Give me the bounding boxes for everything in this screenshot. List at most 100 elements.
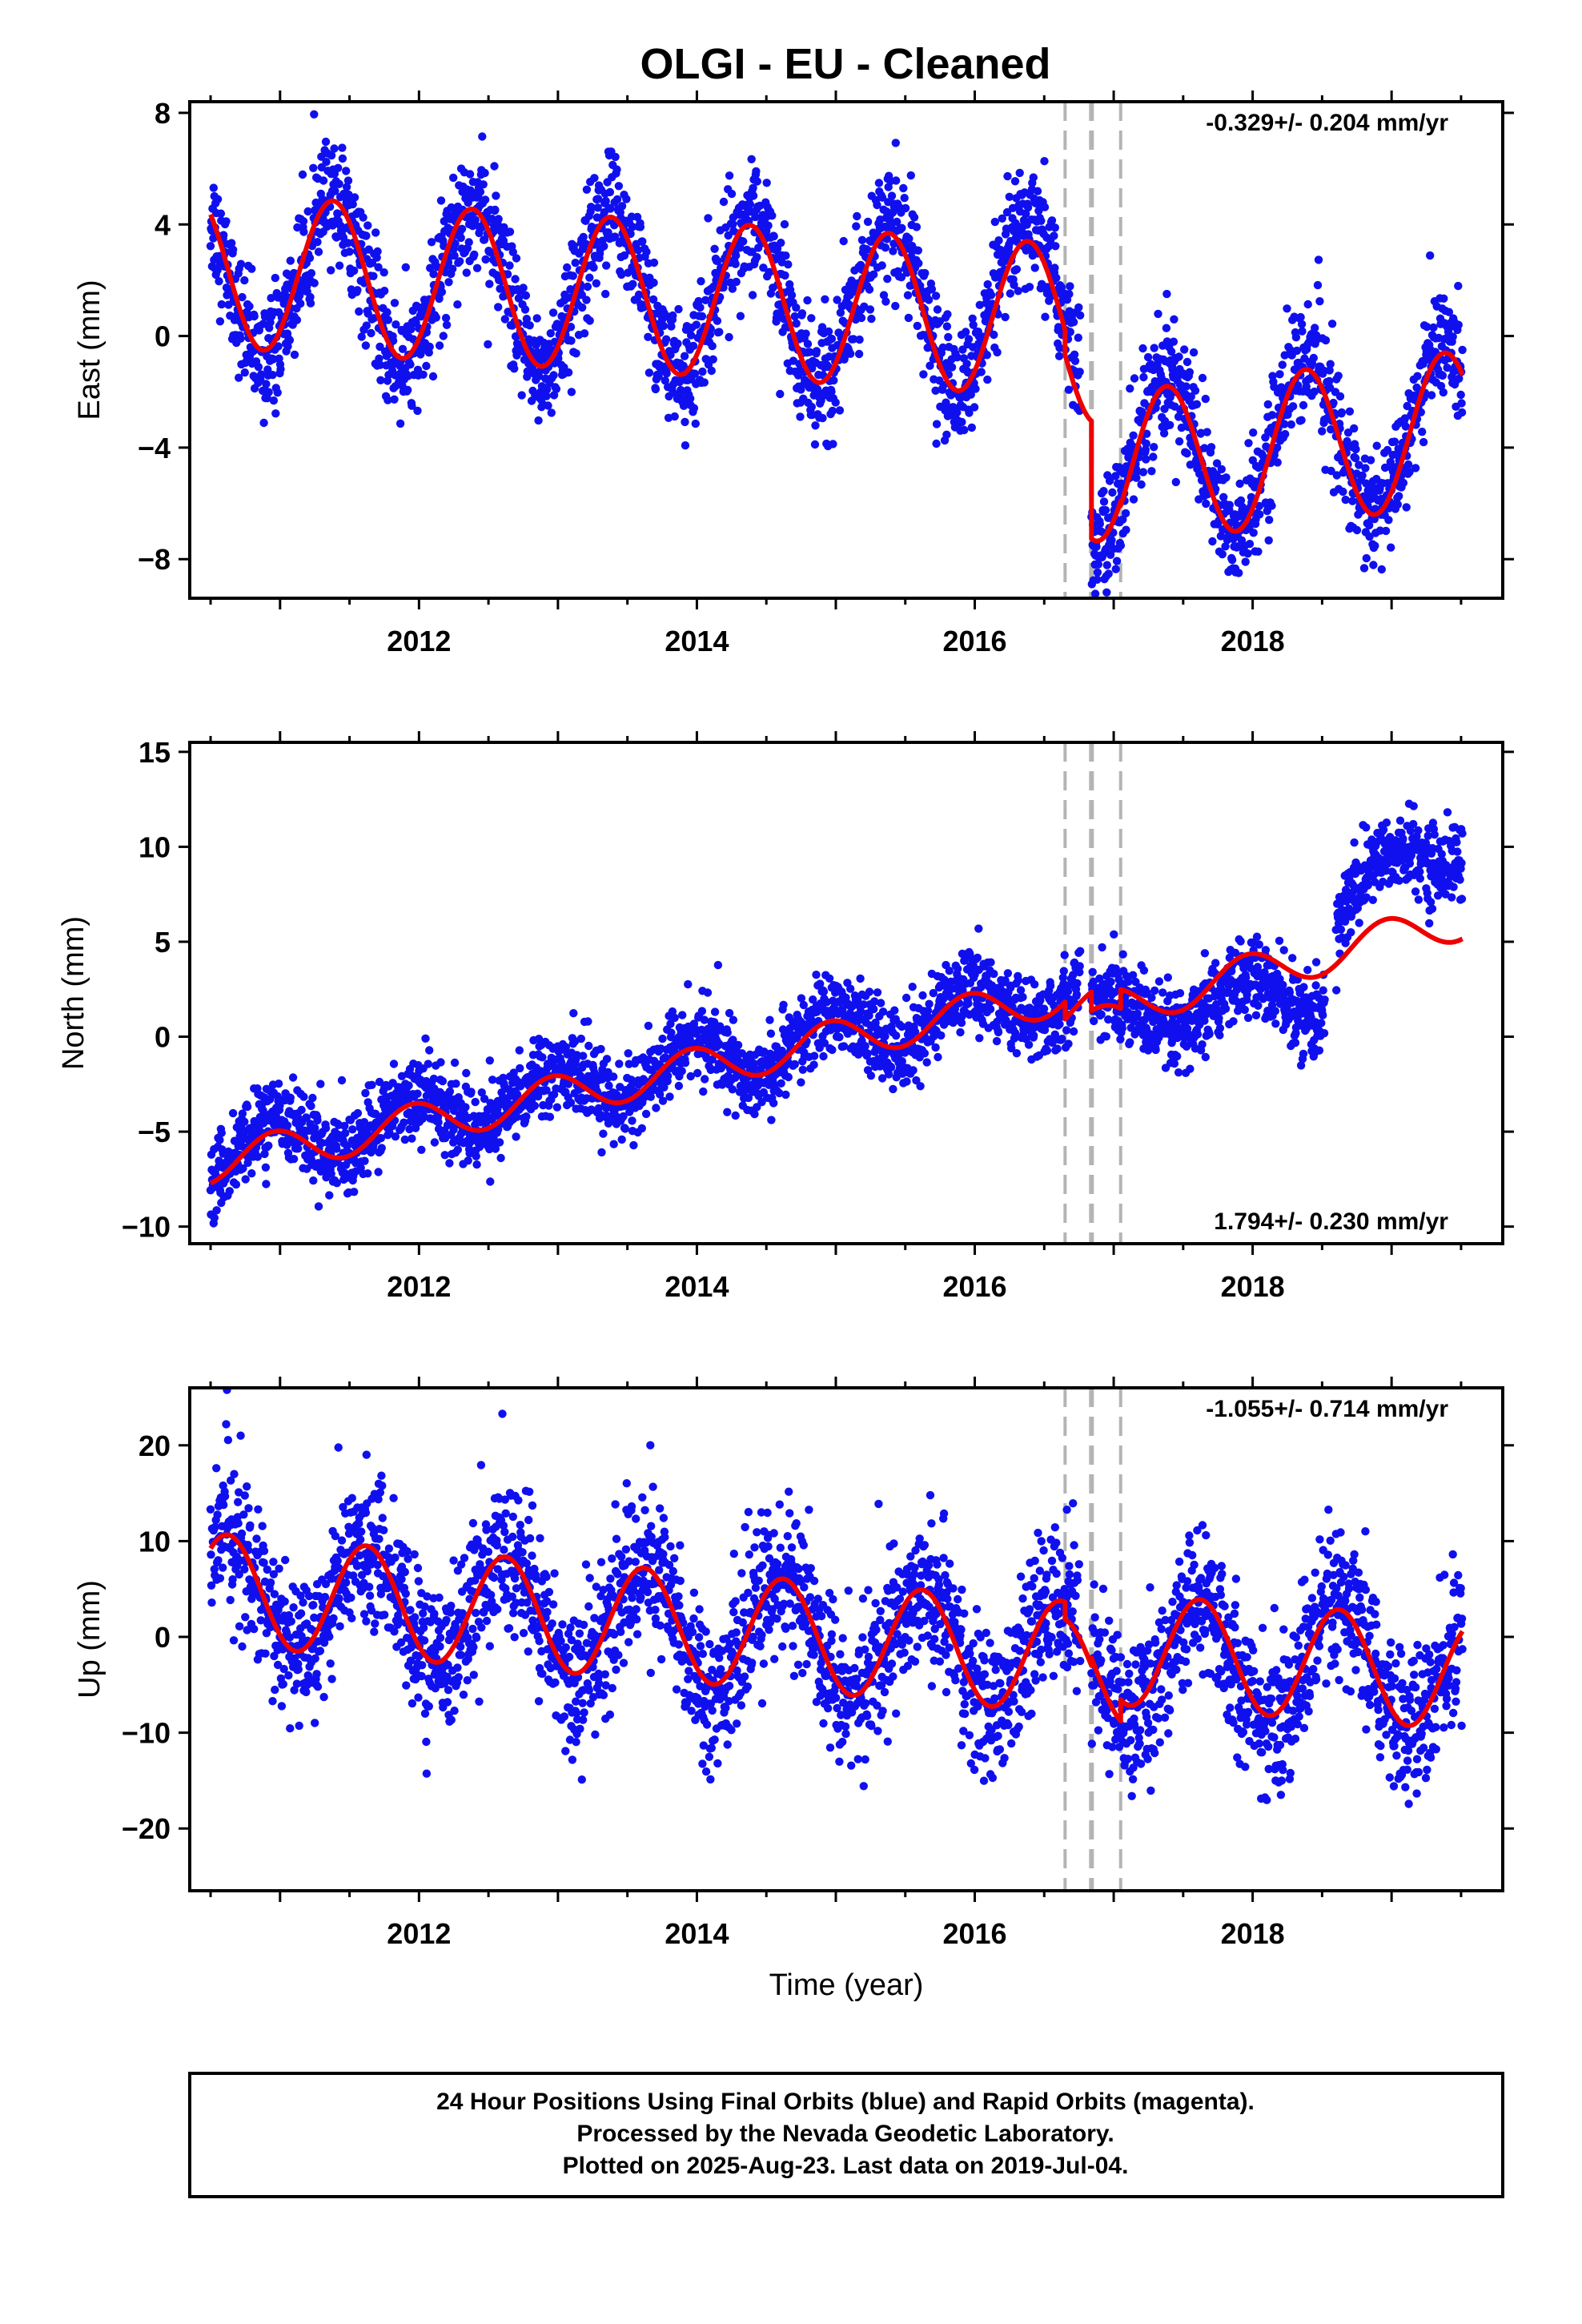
data-point bbox=[534, 416, 543, 425]
data-point bbox=[835, 406, 845, 415]
data-point bbox=[481, 255, 490, 264]
data-point bbox=[732, 277, 741, 287]
data-point bbox=[313, 238, 322, 247]
data-point bbox=[818, 413, 827, 423]
data-point bbox=[931, 386, 940, 395]
data-point bbox=[906, 171, 916, 180]
data-point bbox=[1369, 561, 1378, 569]
data-point bbox=[471, 1097, 480, 1107]
data-point bbox=[873, 200, 881, 210]
data-point bbox=[1050, 223, 1060, 232]
data-point bbox=[857, 235, 867, 244]
data-point bbox=[505, 227, 515, 236]
data-point bbox=[852, 222, 861, 231]
data-point bbox=[723, 1028, 732, 1037]
data-point bbox=[334, 163, 343, 172]
data-point bbox=[701, 296, 710, 304]
data-point bbox=[1393, 500, 1403, 509]
data-point bbox=[1384, 516, 1393, 525]
data-point bbox=[1457, 399, 1466, 408]
data-point bbox=[658, 1034, 667, 1043]
data-point bbox=[359, 1118, 369, 1127]
data-point bbox=[512, 1132, 520, 1141]
data-point bbox=[1233, 542, 1242, 551]
data-point bbox=[514, 294, 524, 303]
data-point bbox=[250, 312, 259, 321]
data-point bbox=[568, 271, 577, 280]
data-point bbox=[1315, 297, 1324, 306]
data-point bbox=[485, 1056, 494, 1065]
data-point bbox=[1241, 557, 1250, 566]
data-point bbox=[376, 376, 385, 384]
data-point bbox=[1361, 464, 1370, 472]
data-point bbox=[1030, 263, 1039, 272]
data-point bbox=[225, 1187, 234, 1196]
data-point bbox=[456, 233, 465, 243]
data-point bbox=[781, 271, 789, 280]
data-point bbox=[751, 212, 760, 222]
data-point bbox=[1169, 337, 1178, 346]
data-point bbox=[355, 307, 363, 316]
data-point bbox=[1273, 458, 1282, 467]
data-point bbox=[240, 275, 249, 285]
data-point bbox=[1426, 251, 1435, 260]
data-point bbox=[648, 295, 658, 304]
data-point bbox=[321, 137, 331, 147]
data-point bbox=[1010, 177, 1020, 186]
data-point bbox=[425, 1046, 434, 1055]
data-point bbox=[259, 418, 268, 428]
data-point bbox=[670, 1013, 679, 1023]
data-point bbox=[790, 312, 799, 321]
data-point bbox=[913, 246, 923, 255]
data-point bbox=[367, 1080, 376, 1090]
data-point bbox=[1132, 473, 1141, 482]
data-point bbox=[1185, 368, 1195, 376]
data-point bbox=[547, 408, 556, 417]
data-point bbox=[733, 1040, 743, 1050]
data-point bbox=[974, 924, 983, 933]
data-point bbox=[809, 1060, 818, 1069]
data-point bbox=[681, 1059, 690, 1068]
data-point bbox=[725, 171, 734, 180]
data-point bbox=[983, 375, 992, 384]
data-point bbox=[1198, 373, 1207, 383]
data-point bbox=[456, 257, 464, 266]
data-point bbox=[552, 384, 561, 393]
data-point bbox=[406, 360, 415, 369]
data-point bbox=[1454, 320, 1464, 329]
data-point bbox=[1189, 348, 1199, 357]
data-point bbox=[674, 1081, 684, 1091]
data-point bbox=[1255, 501, 1264, 511]
data-point bbox=[958, 345, 967, 354]
data-point bbox=[713, 256, 722, 266]
data-point bbox=[1235, 569, 1243, 577]
data-point bbox=[247, 1169, 256, 1178]
data-point bbox=[615, 1059, 624, 1068]
data-point bbox=[338, 143, 347, 152]
data-point bbox=[1102, 588, 1111, 597]
data-point bbox=[215, 277, 223, 286]
data-point bbox=[966, 390, 976, 399]
data-point bbox=[1405, 468, 1414, 476]
data-point bbox=[827, 387, 836, 396]
data-point bbox=[644, 368, 654, 377]
data-point bbox=[1177, 423, 1186, 432]
data-point bbox=[1298, 327, 1307, 336]
data-point bbox=[1117, 479, 1126, 488]
data-point bbox=[700, 378, 709, 387]
data-point bbox=[649, 278, 658, 287]
data-point bbox=[1325, 366, 1334, 375]
data-point bbox=[728, 1085, 737, 1094]
data-point bbox=[697, 312, 707, 321]
data-point bbox=[348, 1125, 357, 1134]
data-point bbox=[1025, 283, 1034, 292]
data-point bbox=[520, 305, 530, 314]
data-point bbox=[797, 309, 807, 318]
data-point bbox=[417, 1145, 426, 1155]
data-point bbox=[375, 342, 384, 352]
data-point bbox=[964, 335, 974, 344]
data-point bbox=[606, 204, 615, 213]
data-point bbox=[853, 211, 861, 221]
data-point bbox=[1066, 282, 1074, 291]
data-point bbox=[1141, 445, 1150, 454]
